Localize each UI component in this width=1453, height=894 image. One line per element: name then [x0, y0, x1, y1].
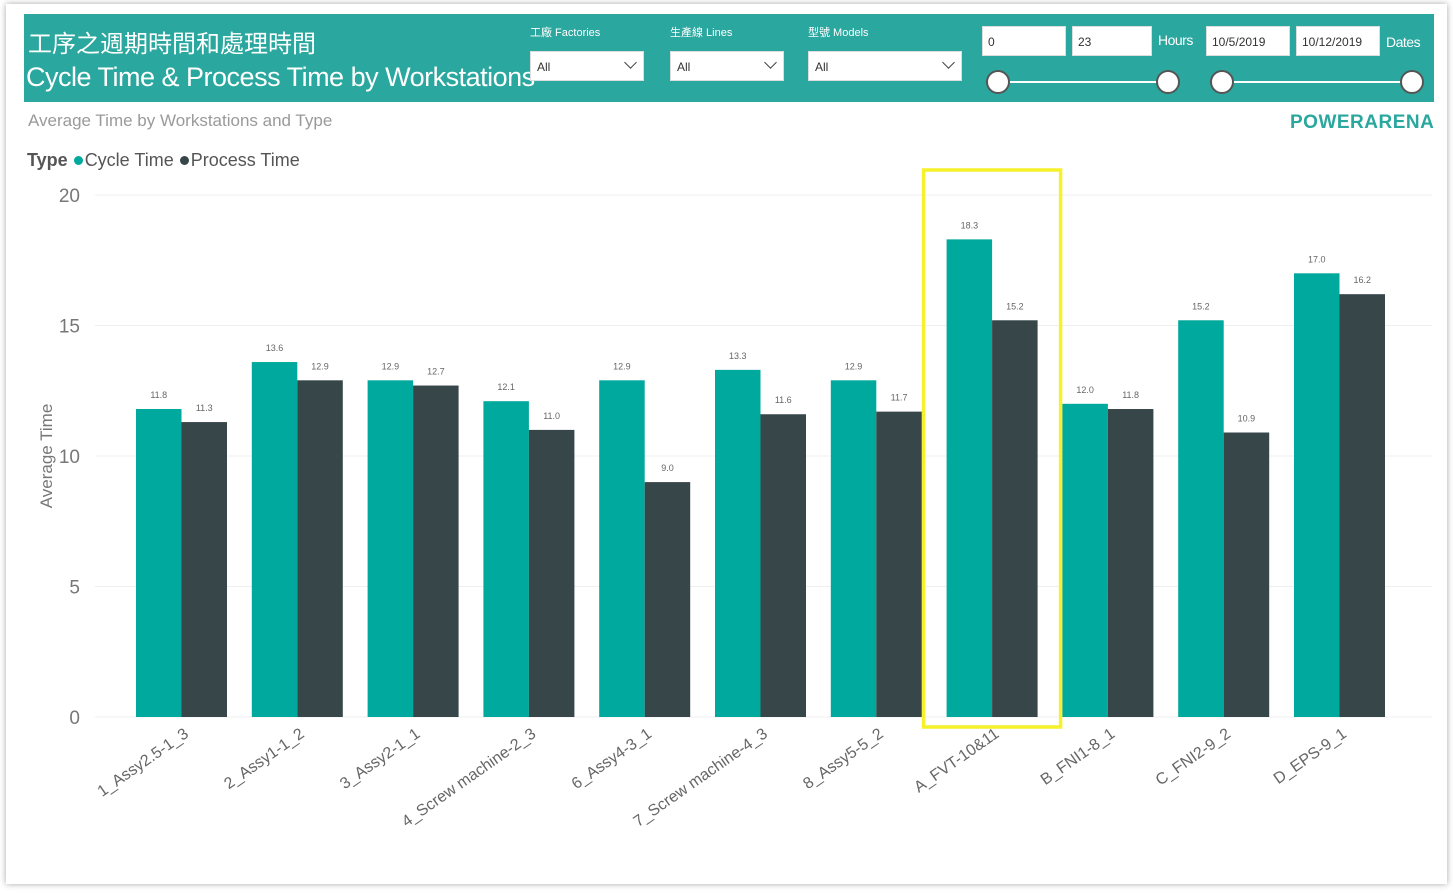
dates-slider-start-handle[interactable]	[1210, 70, 1234, 94]
hours-min-input[interactable]: 0	[982, 26, 1066, 56]
legend-title: Type	[27, 150, 68, 170]
data-label: 11.8	[1122, 390, 1139, 400]
bar-process-time[interactable]	[1339, 294, 1386, 717]
title-english: Cycle Time & Process Time by Workstation…	[26, 62, 535, 92]
bar-process-time[interactable]	[181, 422, 228, 717]
x-tick-label: A_FVT-10&11	[911, 725, 1002, 796]
data-label: 12.9	[311, 361, 329, 371]
data-label: 10.9	[1238, 414, 1256, 424]
bar-process-time[interactable]	[297, 380, 343, 717]
bar-cycle-time[interactable]	[367, 380, 414, 717]
bar-cycle-time[interactable]	[251, 362, 298, 717]
hours-label: Hours	[1158, 32, 1193, 48]
x-tick-label: 1_Assy2.5-1_3	[95, 725, 192, 800]
data-label: 12.0	[1076, 385, 1094, 395]
data-label: 11.7	[891, 393, 908, 403]
data-label: 17.0	[1308, 254, 1326, 264]
hours-max-input[interactable]: 23	[1072, 26, 1152, 56]
factories-value: All	[537, 60, 551, 74]
x-tick-label: 3_Assy2-1_1	[337, 725, 423, 793]
models-dropdown[interactable]: All	[808, 51, 962, 81]
y-axis-title: Average Time	[37, 404, 56, 509]
bar-process-time[interactable]	[992, 320, 1038, 717]
x-tick-label: 8_Assy5-5_2	[800, 725, 886, 793]
y-tick-label: 0	[69, 708, 80, 729]
data-label: 9.0	[661, 463, 674, 473]
y-tick-label: 5	[69, 578, 80, 599]
data-label: 12.9	[613, 361, 631, 371]
legend-label-process-time: Process Time	[190, 150, 300, 170]
data-label: 11.0	[543, 411, 560, 421]
bar-process-time[interactable]	[413, 385, 459, 717]
bar-cycle-time[interactable]	[715, 369, 761, 717]
x-tick-label: B_FNI1-8_1	[1038, 725, 1118, 788]
x-tick-label: D_EPS-9_1	[1271, 725, 1350, 787]
data-label: 12.9	[845, 361, 863, 371]
bar-process-time[interactable]	[1107, 409, 1154, 717]
bar-cycle-time[interactable]	[1294, 273, 1340, 717]
bar-process-time[interactable]	[760, 414, 807, 717]
title-chinese: 工序之週期時間和處理時間	[28, 30, 316, 58]
data-label: 12.1	[497, 382, 515, 392]
bar-cycle-time[interactable]	[1178, 320, 1224, 717]
models-slicer: 型號 Models All	[808, 24, 962, 81]
dates-slider-end-handle[interactable]	[1400, 70, 1424, 94]
bar-process-time[interactable]	[1223, 432, 1270, 717]
bar-process-time[interactable]	[876, 411, 922, 717]
lines-value: All	[677, 60, 691, 74]
dates-label: Dates	[1386, 34, 1421, 50]
legend-item-cycle-time[interactable]: Cycle Time	[68, 150, 174, 171]
bar-cycle-time[interactable]	[946, 239, 993, 717]
data-label: 12.9	[382, 361, 400, 371]
x-tick-label: C_FNI2-9_2	[1153, 725, 1234, 789]
factories-dropdown[interactable]: All	[530, 51, 644, 81]
legend-item-process-time[interactable]: Process Time	[174, 150, 300, 171]
data-label: 13.6	[266, 343, 284, 353]
dates-slider-track[interactable]	[1222, 81, 1412, 83]
brand-logo: POWERARENA	[1290, 112, 1435, 133]
legend-dot-icon	[179, 155, 189, 165]
factories-label: 工廠 Factories	[530, 27, 601, 39]
data-label: 11.6	[775, 395, 792, 405]
bar-cycle-time[interactable]	[1062, 403, 1108, 717]
data-label: 18.3	[961, 220, 979, 230]
chart-legend: Type Cycle Time Process Time	[27, 150, 300, 171]
data-label: 15.2	[1006, 301, 1024, 311]
bar-process-time[interactable]	[528, 429, 575, 717]
bar-process-time[interactable]	[644, 482, 691, 717]
lines-label: 生產線 Lines	[670, 27, 733, 39]
highlight-box	[921, 168, 1063, 729]
y-tick-label: 20	[59, 186, 80, 207]
lines-slicer: 生產線 Lines All	[670, 24, 784, 81]
models-label: 型號 Models	[808, 27, 869, 39]
legend-dot-icon	[73, 155, 83, 165]
date-end-input[interactable]: 10/12/2019	[1296, 26, 1380, 56]
legend-label-cycle-time: Cycle Time	[84, 150, 174, 170]
lines-dropdown[interactable]: All	[670, 51, 784, 81]
date-start-input[interactable]: 10/5/2019	[1206, 26, 1290, 56]
chart-subtitle: Average Time by Workstations and Type	[28, 111, 333, 130]
bar-cycle-time[interactable]	[830, 380, 877, 717]
hours-slider-min-handle[interactable]	[986, 70, 1010, 94]
data-label: 13.3	[729, 351, 747, 361]
x-tick-label: 2_Assy1-1_2	[221, 725, 307, 793]
bar-cycle-time[interactable]	[483, 401, 529, 717]
data-label: 11.3	[196, 403, 213, 413]
hours-slider-max-handle[interactable]	[1156, 70, 1180, 94]
data-label: 11.8	[150, 390, 167, 400]
data-label: 12.7	[427, 367, 445, 377]
bar-cycle-time[interactable]	[599, 380, 645, 717]
factories-slicer: 工廠 Factories All	[530, 24, 644, 81]
y-tick-label: 15	[59, 317, 80, 338]
bar-cycle-time[interactable]	[136, 409, 182, 717]
report-header: 工序之週期時間和處理時間 Cycle Time & Process Time b…	[24, 14, 1434, 102]
hours-slider-track[interactable]	[998, 81, 1166, 83]
data-label: 16.2	[1353, 275, 1371, 285]
models-value: All	[815, 60, 829, 74]
y-tick-label: 10	[59, 447, 80, 468]
data-label: 15.2	[1192, 301, 1210, 311]
x-tick-label: 6_Assy4-3_1	[569, 725, 655, 793]
